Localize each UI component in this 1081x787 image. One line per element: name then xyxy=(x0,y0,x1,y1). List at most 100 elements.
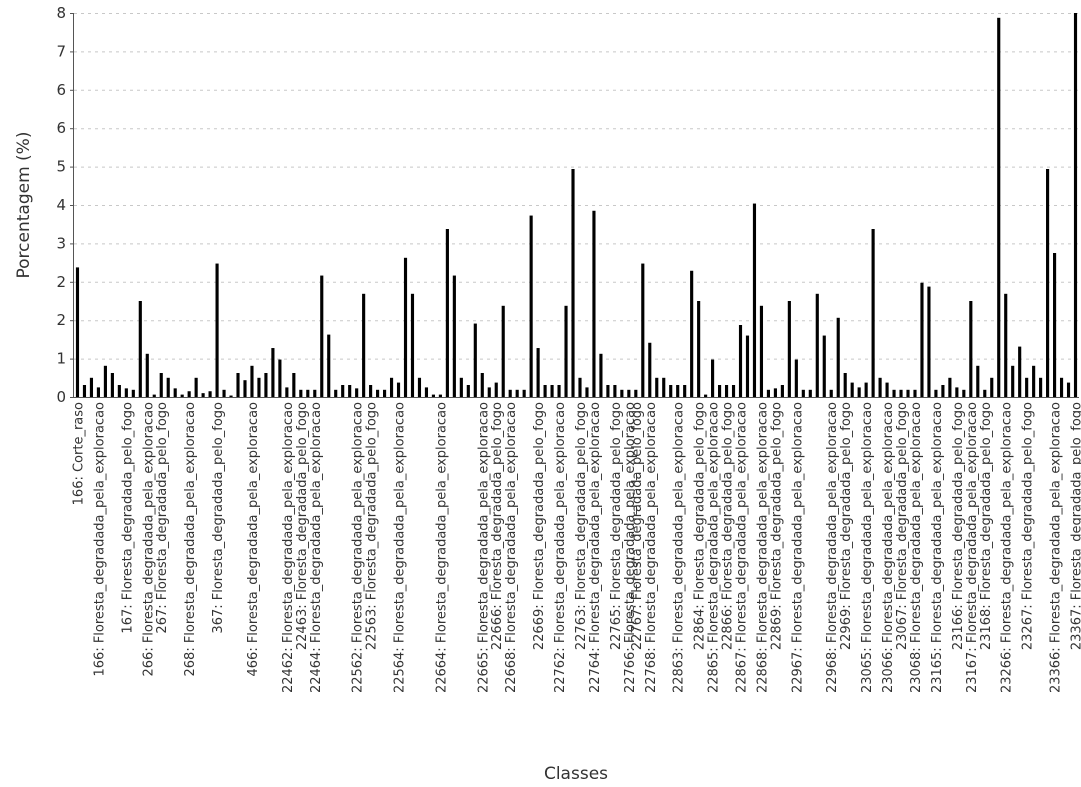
bar xyxy=(955,387,959,397)
bar xyxy=(913,389,917,397)
bar xyxy=(731,385,736,397)
bar xyxy=(718,385,722,397)
x-category-label: 22863: Floresta_degradada_pela_exploraca… xyxy=(672,402,687,693)
x-category-label: 23165: Floresta_degradada_pela_exploraca… xyxy=(930,402,945,693)
bar xyxy=(1066,382,1071,397)
bar xyxy=(634,389,638,397)
bar xyxy=(892,389,896,397)
bar xyxy=(1053,253,1057,397)
bar xyxy=(780,385,784,397)
bar xyxy=(187,391,191,397)
bar xyxy=(836,317,840,397)
bar xyxy=(292,373,296,397)
bar xyxy=(822,335,826,397)
x-category-label: 22768: Floresta_degradada_pela_exploraca… xyxy=(644,402,659,693)
bar xyxy=(383,389,387,397)
bar xyxy=(229,395,233,397)
y-tick-label: 4 xyxy=(56,196,66,214)
bar xyxy=(131,389,135,397)
bar xyxy=(962,389,966,397)
bar xyxy=(1039,377,1043,397)
bar xyxy=(592,210,596,397)
y-tick-label: 6 xyxy=(56,81,66,99)
x-category-label: 22669: Floresta_degradada_pelo_fogo xyxy=(532,402,547,650)
bar xyxy=(96,387,100,397)
x-category-label: 22868: Floresta_degradada_pela_exploraca… xyxy=(755,402,770,693)
x-category-label: 23066: Floresta_degradada_pela_exploraca… xyxy=(881,402,896,693)
bar xyxy=(655,377,659,397)
x-category-label: 167: Floresta_degradada_pelo_fogo xyxy=(120,402,135,634)
bar xyxy=(501,305,505,397)
bar xyxy=(417,377,422,397)
bar xyxy=(1073,13,1078,397)
bar xyxy=(529,215,533,397)
bar xyxy=(396,382,401,397)
bar xyxy=(424,387,429,397)
bar xyxy=(313,389,317,397)
bar xyxy=(850,382,854,397)
x-category-label: 22967: Floresta_degradada_pela_exploraca… xyxy=(790,402,805,693)
bar xyxy=(941,385,945,397)
bar xyxy=(103,365,107,397)
bar xyxy=(557,385,561,397)
x-category-label: 266: Floresta_degradada_pela_exploracao xyxy=(141,402,156,677)
bar xyxy=(348,385,352,397)
x-category-label: 22968: Floresta_degradada_pela_exploraca… xyxy=(825,402,840,693)
bar xyxy=(194,377,198,397)
x-category-label: 22763: Floresta_degradada_pelo_fogo xyxy=(574,402,589,650)
bar xyxy=(166,377,170,397)
bar xyxy=(1004,293,1008,397)
x-category-label: 23067: Floresta_degradada_pelo_fogo xyxy=(895,402,910,650)
bar xyxy=(250,365,254,397)
x-category-label: 22762: Floresta_degradada_pela_exploraca… xyxy=(553,402,568,693)
x-category-label: 267: Floresta_degradada_pelo_fogo xyxy=(155,402,170,634)
bar xyxy=(438,394,442,397)
bar xyxy=(724,385,729,397)
x-category-label: 22767: Floresta_degradada_pelo_fogo xyxy=(630,402,645,650)
bar xyxy=(683,385,687,397)
bar xyxy=(480,373,484,397)
bar xyxy=(75,267,80,397)
x-axis-title: Classes xyxy=(544,764,608,784)
bar xyxy=(201,393,205,397)
x-category-label: 23367: Floresta_degradada_pelo_fogo xyxy=(1070,402,1081,650)
bar xyxy=(89,377,94,397)
bar xyxy=(864,382,868,397)
bar xyxy=(159,373,163,397)
bar xyxy=(257,377,261,397)
bar xyxy=(738,325,743,397)
bar xyxy=(641,263,645,397)
bar xyxy=(627,389,631,397)
bar xyxy=(794,359,798,397)
x-category-label: 22764: Floresta_degradada_pela_exploraca… xyxy=(588,402,603,693)
bar xyxy=(704,394,708,397)
bar xyxy=(829,389,833,397)
bar xyxy=(138,301,142,397)
x-category-label: 22563: Floresta_degradada_pelo_fogo xyxy=(365,402,380,650)
bar xyxy=(243,380,247,397)
bar xyxy=(613,385,617,397)
y-tick-label: 2 xyxy=(56,273,66,291)
bar xyxy=(578,377,582,397)
bar xyxy=(997,17,1001,398)
bar xyxy=(522,389,526,397)
bar xyxy=(878,377,882,397)
x-category-label: 22866: Floresta_degradada_pelo_fogo xyxy=(721,402,736,650)
x-category-label: 22869: Floresta_degradada_pelo_fogo xyxy=(769,402,784,650)
bar xyxy=(745,335,750,397)
x-category-label: 23168: Floresta_degradada_pelo_fogo xyxy=(979,402,994,650)
bar xyxy=(320,275,324,397)
bar xyxy=(515,389,519,397)
x-category-label: 367: Floresta_degradada_pelo_fogo xyxy=(211,402,226,634)
bar xyxy=(215,263,219,397)
bar xyxy=(599,353,603,397)
bar xyxy=(773,388,777,397)
bar xyxy=(110,373,114,397)
bar xyxy=(766,389,770,397)
bar xyxy=(871,229,875,397)
bar xyxy=(808,389,812,397)
bar xyxy=(466,385,470,397)
bar xyxy=(969,301,973,397)
bar xyxy=(948,377,952,397)
